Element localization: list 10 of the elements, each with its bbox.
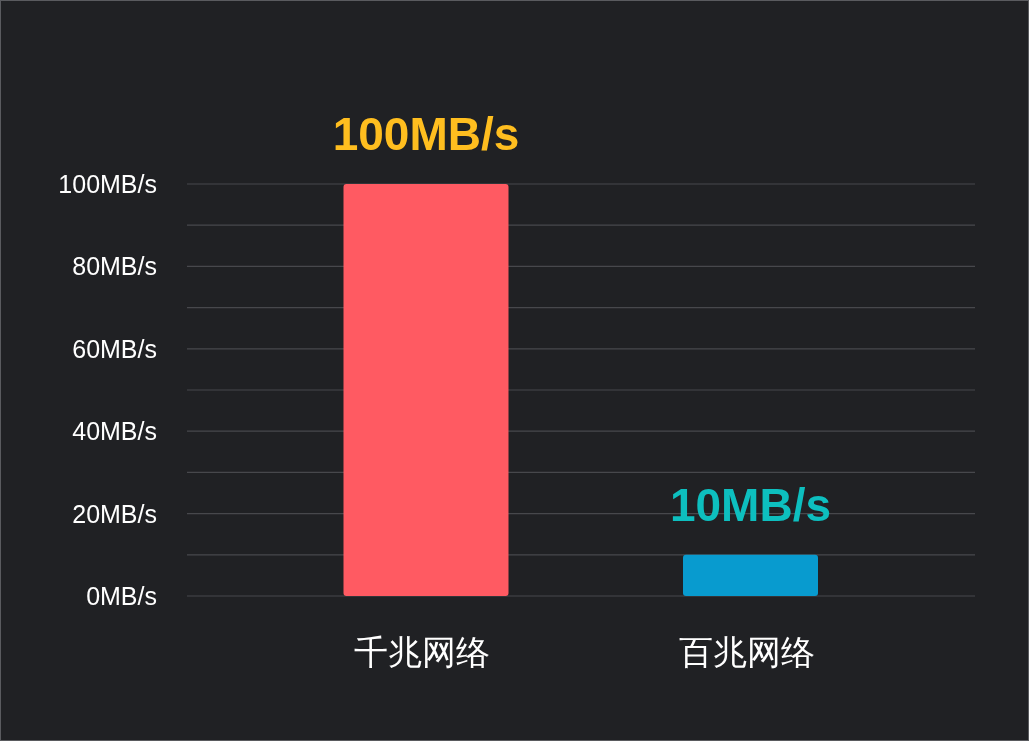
data-label: 100MB/s <box>332 108 520 160</box>
y-tick-label: 0MB/s <box>86 582 157 610</box>
y-tick-label: 80MB/s <box>72 252 157 281</box>
y-tick-label: 100MB/s <box>58 170 157 198</box>
x-tick-label: 百兆网络 <box>678 633 815 671</box>
y-tick-label: 60MB/s <box>72 334 157 363</box>
y-tick-label: 20MB/s <box>72 499 157 528</box>
data-label: 10MB/s <box>669 478 832 531</box>
y-tick-label: 40MB/s <box>72 417 157 446</box>
x-tick-label: 千兆网络 <box>354 633 490 671</box>
